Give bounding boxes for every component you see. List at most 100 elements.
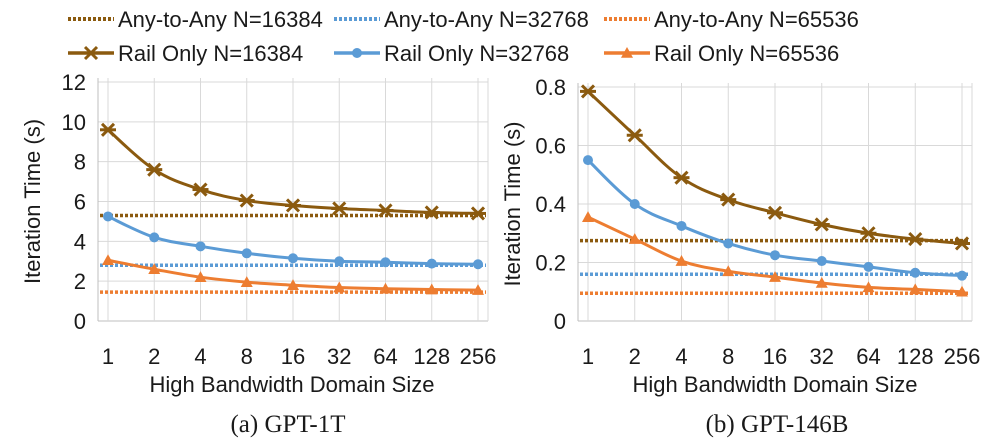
- data-point-rail-16384-2: [626, 128, 643, 143]
- series-rail-65536: [582, 211, 968, 297]
- data-point-rail-16384-2-bar-d2: [627, 128, 642, 143]
- series-rail-65536: [102, 254, 484, 295]
- data-point-rail-32768-16: [288, 253, 298, 264]
- data-point-rail-16384-4: [673, 170, 690, 185]
- y-tick-label: 0.2: [535, 251, 566, 276]
- y-tick-label: 0: [554, 309, 566, 334]
- x-axis-label: High Bandwidth Domain Size: [150, 372, 435, 397]
- x-tick-label-16: 16: [763, 344, 787, 369]
- y-tick-label: 4: [74, 229, 86, 254]
- data-point-rail-16384-128: [907, 232, 924, 247]
- y-tick-label: 2: [74, 269, 86, 294]
- series-rail-16384: [580, 84, 970, 251]
- data-point-rail-16384-1: [580, 84, 596, 99]
- x-tick-label-4: 4: [194, 344, 206, 369]
- y-tick-label: 10: [62, 110, 86, 135]
- data-point-rail-16384-16-bar-d2: [285, 198, 301, 213]
- data-point-rail-16384-4: [192, 182, 209, 197]
- data-point-rail-16384-16-bar-d2: [767, 205, 783, 220]
- data-point-rail-65536-256: [956, 285, 968, 297]
- data-point-rail-16384-4-bar-d2: [674, 170, 689, 185]
- data-point-rail-32768-1: [103, 211, 113, 222]
- data-point-rail-16384-256: [470, 206, 486, 221]
- x-tick-label-256: 256: [460, 344, 497, 369]
- data-point-rail-16384-16: [285, 198, 301, 213]
- data-point-rail-65536-16: [769, 271, 781, 282]
- y-tick-label: 0.6: [535, 134, 566, 159]
- legend-marker-rail-16384-bar-d2: [83, 45, 99, 61]
- data-point-rail-32768-2: [149, 232, 160, 243]
- data-point-rail-16384-1-bar-d2: [100, 122, 116, 137]
- x-tick-label-1: 1: [102, 344, 114, 369]
- data-point-rail-32768-32: [816, 256, 827, 267]
- data-point-rail-16384-64: [377, 203, 394, 218]
- data-point-rail-32768-4: [195, 241, 206, 252]
- legend-entry-ata-65536: Any-to-Any N=65536: [604, 7, 859, 32]
- data-point-rail-32768-32: [334, 256, 345, 267]
- data-point-rail-32768-128: [910, 267, 921, 278]
- data-point-rail-65536-256: [472, 284, 484, 295]
- data-point-rail-32768-16: [770, 250, 780, 261]
- data-point-rail-32768-128: [426, 258, 437, 269]
- x-tick-label-256: 256: [944, 344, 981, 369]
- data-point-rail-65536-128: [909, 283, 922, 295]
- data-point-rail-32768-256: [957, 270, 967, 281]
- x-tick-label-8: 8: [241, 344, 253, 369]
- series-rail-16384: [100, 122, 486, 221]
- data-point-rail-32768-64: [863, 261, 874, 272]
- y-axis-label: Iteration Time (s): [500, 121, 525, 286]
- data-point-rail-65536-4: [675, 255, 688, 266]
- y-tick-label: 0.4: [535, 192, 566, 217]
- legend-entry-ata-32768: Any-to-Any N=32768: [334, 7, 589, 32]
- chart-caption: (b) GPT-146B: [706, 411, 849, 438]
- data-point-rail-65536-1: [102, 254, 114, 266]
- x-tick-label-64: 64: [373, 344, 397, 369]
- data-point-rail-16384-8: [720, 192, 737, 207]
- data-point-rail-16384-64-bar-d2: [861, 226, 876, 241]
- data-point-rail-32768-1: [583, 155, 593, 166]
- legend-marker-rail-32768: [352, 48, 362, 58]
- data-point-rail-16384-32-bar-d2: [814, 217, 829, 232]
- x-tick-label-64: 64: [856, 344, 880, 369]
- x-tick-label-8: 8: [722, 344, 734, 369]
- data-point-rail-65536-64: [379, 282, 392, 294]
- data-point-rail-65536-8: [240, 276, 253, 287]
- legend-label-ata-32768: Any-to-Any N=32768: [384, 7, 589, 32]
- data-point-rail-16384-1-bar-d2: [580, 84, 596, 99]
- x-tick-label-128: 128: [897, 344, 934, 369]
- data-point-rail-16384-128-bar-d2: [424, 205, 439, 220]
- x-tick-label-2: 2: [629, 344, 641, 369]
- data-point-rail-16384-8-bar-d2: [239, 193, 254, 208]
- legend-entry-rail-16384: Rail Only N=16384: [68, 41, 303, 66]
- data-point-rail-16384-256: [954, 236, 970, 251]
- x-tick-label-16: 16: [281, 344, 305, 369]
- legend: Any-to-Any N=16384 Any-to-Any N=32768 Any-…: [68, 7, 859, 66]
- data-point-rail-16384-8: [238, 193, 255, 208]
- data-point-rail-16384-8-bar-d2: [721, 192, 736, 207]
- data-point-rail-16384-1: [100, 122, 116, 137]
- data-point-rail-65536-4: [194, 271, 207, 282]
- data-point-rail-32768-64: [380, 257, 391, 268]
- data-point-rail-65536-32: [815, 276, 828, 288]
- series-rail-32768: [583, 155, 967, 281]
- data-point-rail-65536-2: [628, 233, 641, 244]
- data-point-rail-16384-4-bar-d2: [193, 182, 208, 197]
- data-point-rail-16384-2-bar-d2: [147, 162, 162, 177]
- legend-entry-rail-32768: Rail Only N=32768: [334, 41, 569, 66]
- data-point-rail-16384-256-bar-d2: [470, 206, 486, 221]
- x-tick-label-32: 32: [810, 344, 834, 369]
- legend-marker-rail-16384: [83, 45, 99, 61]
- chart-gpt-146b: 0 0.2 0.4 0.6 0.8 1 2 4 8 16 32 64 128 256 High Bandwi…: [500, 75, 980, 438]
- data-point-rail-16384-128-bar-d2: [908, 232, 923, 247]
- legend-label-ata-65536: Any-to-Any N=65536: [654, 7, 859, 32]
- data-point-rail-65536-64: [862, 281, 875, 293]
- x-tick-label-32: 32: [327, 344, 351, 369]
- data-point-rail-16384-2: [146, 162, 163, 177]
- y-tick-label: 12: [62, 70, 86, 95]
- legend-marker-rail-65536: [621, 47, 633, 58]
- data-point-rail-16384-32: [813, 217, 830, 232]
- data-point-rail-16384-64-bar-d2: [378, 203, 393, 218]
- y-axis-label: Iteration Time (s): [20, 119, 45, 284]
